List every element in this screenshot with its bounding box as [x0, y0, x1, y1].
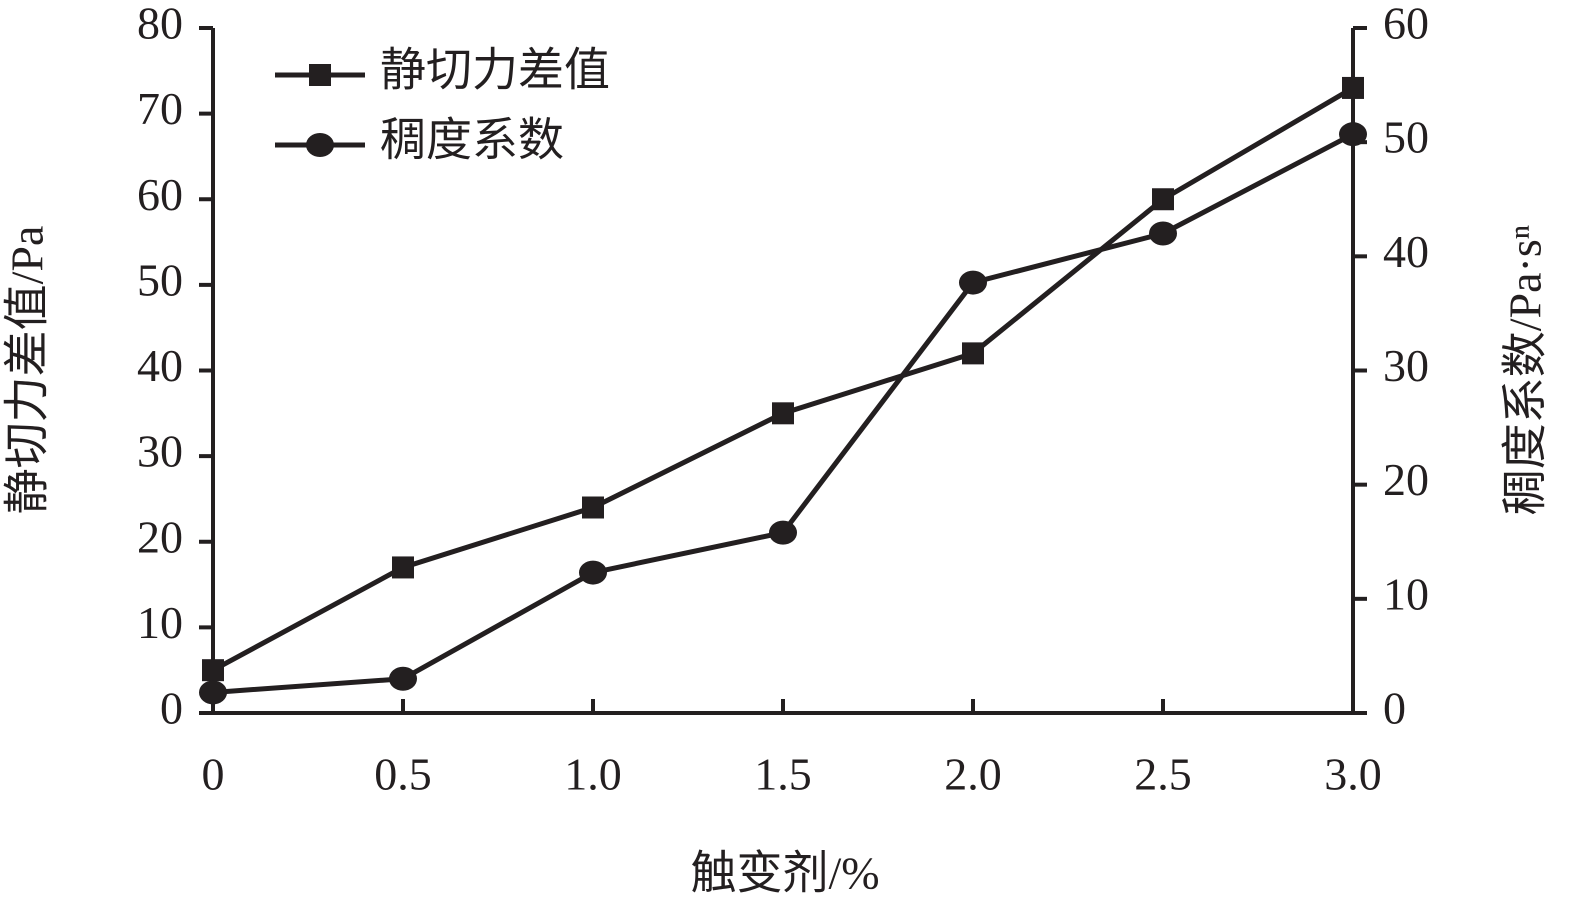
y-tick-label: 10 — [137, 597, 183, 648]
y2-tick-label: 60 — [1383, 0, 1429, 49]
x-tick-label: 0.5 — [374, 749, 432, 800]
marker — [579, 560, 607, 585]
legend-label: 稠度系数 — [380, 115, 564, 166]
y2-tick-label: 50 — [1383, 112, 1429, 163]
y-tick-label: 60 — [137, 169, 183, 220]
marker — [959, 270, 987, 295]
marker — [582, 496, 604, 519]
x-axis-label: 触变剂/% — [690, 848, 879, 899]
y-tick-label: 70 — [137, 83, 183, 134]
y2-axis-label: 稠度系数/Pa·sⁿ — [1500, 225, 1551, 516]
x-tick-label: 1.5 — [754, 749, 812, 800]
marker — [1339, 122, 1367, 147]
marker — [1152, 188, 1174, 211]
y-tick-label: 30 — [137, 426, 183, 477]
y-tick-label: 20 — [137, 511, 183, 562]
legend-marker — [309, 64, 331, 86]
y2-tick-label: 20 — [1383, 454, 1429, 505]
series-line — [211, 85, 1355, 673]
y-axis-label: 静切力差值/Pa — [2, 226, 53, 515]
x-tick-label: 0 — [202, 749, 225, 800]
y-tick-label: 40 — [137, 340, 183, 391]
marker — [962, 342, 984, 365]
marker — [202, 659, 224, 682]
x-tick-label: 1.0 — [564, 749, 622, 800]
marker — [389, 666, 417, 691]
marker — [769, 520, 797, 545]
y2-tick-label: 10 — [1383, 568, 1429, 619]
marker — [392, 556, 414, 579]
marker — [1342, 76, 1364, 99]
marker — [772, 402, 794, 425]
y-tick-label: 50 — [137, 254, 183, 305]
x-tick-label: 2.5 — [1134, 749, 1192, 800]
y2-tick-label: 40 — [1383, 226, 1429, 277]
y-tick-label: 80 — [137, 0, 183, 49]
marker — [199, 680, 227, 705]
x-tick-label: 2.0 — [944, 749, 1002, 800]
y-tick-label: 0 — [160, 683, 183, 734]
x-tick-label: 3.0 — [1324, 749, 1382, 800]
y2-tick-label: 30 — [1383, 340, 1429, 391]
marker — [1149, 221, 1177, 246]
legend-marker — [306, 133, 334, 157]
legend-label: 静切力差值 — [380, 45, 610, 96]
y2-tick-label: 0 — [1383, 683, 1406, 734]
